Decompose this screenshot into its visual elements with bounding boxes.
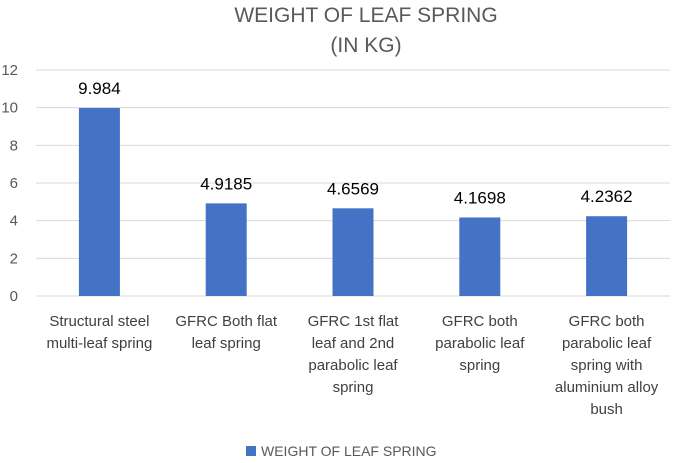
data-labels: 9.984 4.9185 4.6569 4.1698 4.2362 xyxy=(78,79,632,208)
chart-title-line: (IN KG) xyxy=(330,34,401,57)
chart-title: WEIGHT OF LEAF SPRING (IN KG) xyxy=(234,4,497,57)
x-category-label: GFRC 1st flat xyxy=(308,313,400,330)
bar xyxy=(332,208,374,296)
y-tick-label: 0 xyxy=(10,288,18,305)
y-axis-ticks: 0 2 4 6 8 10 12 xyxy=(1,62,18,305)
x-category-label: GFRC both xyxy=(569,313,645,330)
data-label: 9.984 xyxy=(78,79,121,98)
x-category-label: aluminium alloy xyxy=(555,379,659,396)
legend-label: WEIGHT OF LEAF SPRING xyxy=(261,443,437,459)
legend: WEIGHT OF LEAF SPRING xyxy=(246,443,437,459)
x-category-label: parabolic leaf xyxy=(562,335,652,352)
x-category-label: bush xyxy=(590,401,623,418)
chart-title-line: WEIGHT OF LEAF SPRING xyxy=(234,4,497,27)
y-tick-label: 12 xyxy=(1,62,18,79)
data-label: 4.6569 xyxy=(327,179,379,198)
x-category-label: GFRC both xyxy=(442,313,518,330)
x-category-label: leaf spring xyxy=(192,335,261,352)
data-label: 4.2362 xyxy=(581,187,633,206)
bar xyxy=(459,217,501,296)
x-category-label: parabolic leaf xyxy=(435,335,525,352)
x-category-label: multi-leaf spring xyxy=(46,335,152,352)
x-category-label: leaf and 2nd xyxy=(312,335,395,352)
y-tick-label: 8 xyxy=(10,137,18,154)
x-category-label: GFRC Both flat xyxy=(175,313,278,330)
x-category-label: parabolic leaf xyxy=(308,357,398,374)
x-category-label: spring with xyxy=(571,357,643,374)
data-label: 4.1698 xyxy=(454,188,506,207)
legend-swatch xyxy=(246,446,256,456)
y-tick-label: 4 xyxy=(10,213,18,230)
x-category-label: spring xyxy=(333,379,374,396)
x-category-label: Structural steel xyxy=(49,313,149,330)
bar xyxy=(586,216,628,296)
bars xyxy=(78,107,628,296)
y-tick-label: 2 xyxy=(10,250,18,267)
y-tick-label: 10 xyxy=(1,100,18,117)
bar xyxy=(205,203,247,296)
y-tick-label: 6 xyxy=(10,175,18,192)
x-axis-categories: Structural steel multi-leaf spring GFRC Bo… xyxy=(46,313,658,418)
data-label: 4.9185 xyxy=(200,174,252,193)
bar xyxy=(78,107,120,296)
x-category-label: spring xyxy=(459,357,500,374)
